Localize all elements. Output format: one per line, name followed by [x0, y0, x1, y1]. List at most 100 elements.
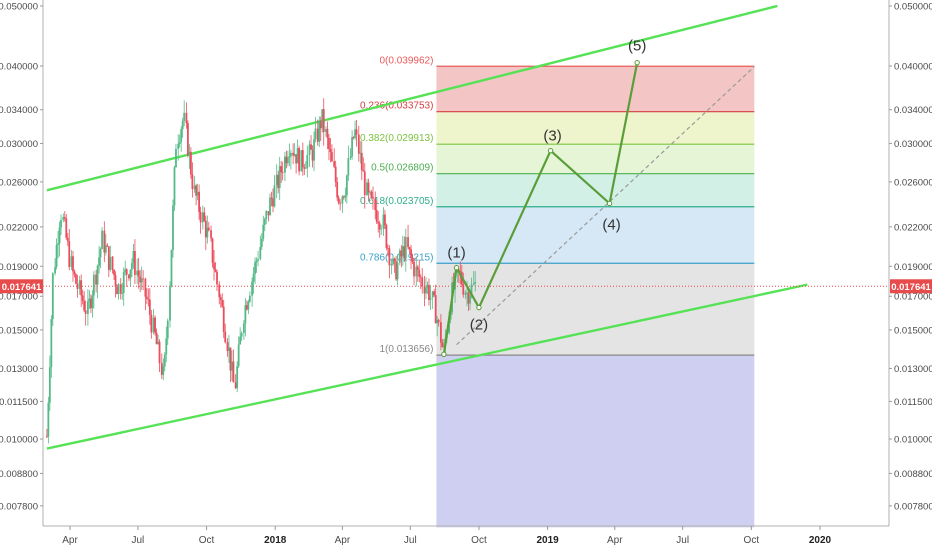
candle	[380, 224, 383, 236]
candle	[84, 300, 87, 326]
candle	[351, 130, 353, 160]
candle	[263, 217, 266, 232]
y-tick-label-left: 0.010000	[0, 435, 38, 446]
candle	[396, 254, 399, 286]
candle	[272, 188, 274, 213]
candle	[288, 143, 291, 167]
wave-label: (4)	[602, 216, 620, 233]
candle	[377, 211, 380, 233]
candle	[421, 268, 424, 294]
candle	[326, 121, 329, 150]
candle	[254, 257, 256, 285]
candle	[355, 119, 358, 147]
candle	[124, 260, 127, 276]
candle	[273, 175, 276, 208]
candle	[128, 273, 130, 281]
candle	[331, 144, 333, 162]
candle	[387, 244, 389, 257]
candle	[415, 256, 418, 287]
candle	[175, 143, 177, 168]
candle	[292, 143, 295, 165]
candle	[267, 211, 270, 222]
candle	[418, 259, 421, 283]
y-tick-label-right: 0.022000	[894, 222, 932, 233]
candle	[352, 136, 355, 140]
candle	[372, 186, 374, 210]
candle	[113, 269, 115, 280]
candle	[403, 236, 406, 263]
candle	[137, 257, 140, 289]
y-tick-label-left: 0.030000	[0, 139, 38, 150]
candle	[280, 160, 283, 184]
candle	[48, 355, 51, 411]
candle	[166, 318, 169, 346]
candle	[384, 209, 386, 230]
candle	[425, 277, 427, 300]
candle	[262, 215, 265, 242]
candle	[107, 246, 110, 278]
candle	[155, 328, 158, 345]
candle	[293, 143, 296, 157]
candle	[474, 271, 477, 292]
candle	[169, 281, 171, 328]
candle	[211, 237, 214, 268]
candle	[360, 141, 363, 181]
candle	[245, 300, 248, 311]
x-tick-label: Jul	[132, 535, 145, 546]
y-tick-label-right: 0.050000	[894, 1, 932, 12]
candle	[426, 281, 429, 295]
candle	[54, 258, 56, 276]
price-tag-right-text: 0.017641	[891, 282, 931, 293]
candle	[204, 215, 207, 251]
candle	[206, 215, 209, 244]
candle	[367, 178, 370, 202]
candle	[257, 250, 259, 267]
candle	[51, 272, 54, 326]
candle	[106, 243, 109, 247]
candle	[150, 309, 153, 339]
y-tick-label-left: 0.007800	[0, 501, 38, 512]
wave-label: (1)	[447, 245, 465, 262]
fib-zone-0.786	[436, 263, 755, 356]
candle	[234, 374, 237, 389]
candle	[55, 238, 58, 270]
y-tick-label-left: 0.011500	[0, 397, 38, 408]
candle	[70, 250, 73, 271]
y-tick-label-right: 0.013000	[894, 364, 932, 375]
candle	[281, 161, 284, 181]
candle	[248, 291, 251, 303]
candle	[196, 183, 199, 201]
candle	[109, 245, 112, 272]
wave-point	[441, 351, 447, 357]
price-tag-left-text: 0.017641	[2, 282, 42, 293]
candle	[410, 244, 412, 270]
candle	[393, 257, 396, 273]
wave-point	[547, 147, 554, 154]
candle	[144, 277, 147, 311]
candle	[160, 353, 163, 379]
fib-level-label: 0.5(0.026809)	[371, 163, 433, 174]
candle	[203, 207, 206, 222]
candle	[322, 98, 325, 146]
candle	[436, 316, 439, 337]
candle	[219, 294, 222, 308]
candle	[232, 349, 235, 383]
candle	[129, 269, 132, 287]
candle	[344, 187, 347, 202]
candle	[111, 256, 114, 274]
candle	[255, 257, 258, 273]
x-tick-label: Apr	[607, 535, 623, 546]
candle	[81, 289, 84, 305]
candle	[462, 272, 465, 298]
candle	[76, 274, 79, 298]
candle	[180, 126, 183, 152]
x-tick-label: Apr	[62, 535, 78, 546]
candle	[237, 336, 240, 369]
y-tick-label-left: 0.008800	[0, 469, 38, 480]
candle	[136, 258, 139, 285]
candle	[181, 117, 184, 138]
candle	[382, 207, 385, 236]
wave-point	[476, 304, 482, 311]
y-tick-label-left: 0.015000	[0, 325, 38, 336]
